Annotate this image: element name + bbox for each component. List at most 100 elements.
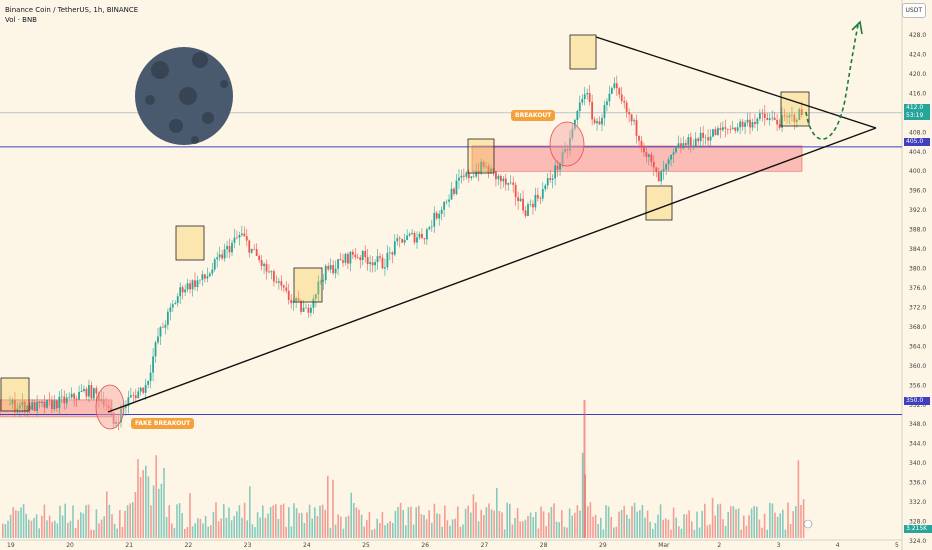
- candle-body: [223, 249, 226, 259]
- countdown-tag: 53:19: [904, 112, 930, 120]
- volume-bar: [402, 510, 404, 538]
- candle-body: [127, 397, 130, 407]
- volume-bar: [204, 515, 207, 538]
- candle-body: [243, 233, 246, 237]
- volume-bar: [199, 518, 202, 538]
- volume-bar: [321, 504, 324, 538]
- candle-body: [125, 406, 127, 408]
- candle-body: [527, 204, 529, 216]
- candle-body: [766, 118, 769, 121]
- volume-bar: [56, 523, 59, 538]
- candle-body: [327, 265, 330, 270]
- volume-bar: [106, 491, 108, 538]
- y-tick-label: 356.0: [909, 382, 926, 389]
- volume-bar: [537, 528, 540, 538]
- candle-body: [492, 168, 495, 172]
- candle-body: [707, 137, 709, 141]
- candle-body: [497, 175, 500, 180]
- volume-bar: [652, 529, 654, 538]
- candle-body: [78, 391, 80, 400]
- candle-body: [504, 178, 507, 185]
- volume-bar: [160, 483, 163, 538]
- candle-body: [391, 252, 394, 255]
- candle-body: [430, 226, 433, 228]
- volume-bar: [282, 503, 285, 538]
- volume-bar: [230, 520, 233, 538]
- volume-bar: [706, 525, 709, 538]
- y-tick-label: 400.0: [909, 168, 926, 175]
- volume-bar: [480, 509, 482, 538]
- volume-bar: [82, 513, 85, 538]
- volume-bar: [779, 513, 781, 538]
- candle-body: [310, 307, 312, 313]
- volume-bar: [246, 520, 248, 538]
- volume-bar: [85, 505, 87, 538]
- volume-bar: [548, 512, 550, 538]
- volume-bar: [756, 506, 758, 538]
- candle-body: [83, 388, 85, 391]
- y-tick-label: 336.0: [909, 480, 926, 487]
- candle-body: [754, 122, 756, 125]
- candle-body: [342, 260, 344, 263]
- volume-bar: [17, 510, 20, 538]
- candle-body: [536, 194, 539, 199]
- volume-bar: [787, 502, 789, 538]
- highlight-box: [293, 267, 323, 303]
- volume-bar: [212, 511, 215, 538]
- candle-body: [147, 380, 150, 385]
- volume-bar: [475, 502, 477, 538]
- candle-body: [620, 94, 623, 102]
- volume-bar: [558, 522, 560, 538]
- candle-body: [403, 239, 406, 243]
- volume-bar: [496, 488, 498, 538]
- candle-body: [684, 143, 687, 145]
- candle-body: [717, 128, 719, 136]
- y-tick-label: 344.0: [909, 441, 926, 448]
- volume-bar: [748, 515, 750, 538]
- volume-bar: [392, 522, 394, 538]
- fake-breakout-label: FAKE BREAKOUT: [131, 418, 195, 429]
- candle-body: [593, 119, 596, 124]
- volume-bar: [605, 505, 607, 538]
- volume-bar: [646, 510, 649, 538]
- candle-body: [781, 115, 783, 128]
- volume-bar: [194, 523, 196, 538]
- candle-body: [201, 274, 204, 280]
- candle-body: [554, 165, 557, 179]
- y-tick-label: 364.0: [909, 343, 926, 350]
- candle-body: [512, 182, 515, 185]
- candle-body: [361, 250, 364, 261]
- candle-body: [749, 119, 751, 128]
- candle-body: [647, 154, 650, 157]
- currency-button[interactable]: USDT: [901, 3, 926, 18]
- candle-body: [364, 250, 367, 258]
- volume-bar: [449, 525, 451, 538]
- candle-body: [411, 233, 413, 234]
- candle-body: [591, 101, 594, 120]
- candle-body: [509, 182, 512, 184]
- volume-bar: [774, 512, 776, 538]
- volume-bar: [353, 503, 355, 538]
- volume-bar: [139, 477, 142, 538]
- volume-bar: [95, 509, 98, 538]
- candle-body: [307, 307, 310, 313]
- volume-bar: [511, 524, 514, 538]
- candle-body: [541, 189, 544, 199]
- candle-body: [460, 175, 463, 178]
- volume-bar: [535, 511, 537, 538]
- candle-body: [270, 271, 273, 273]
- volume-bar: [501, 512, 503, 538]
- volume-bar: [724, 525, 727, 538]
- candle-body: [756, 118, 759, 125]
- candle-body: [438, 213, 441, 219]
- moon-crater: [169, 119, 183, 133]
- candle-body: [551, 178, 554, 180]
- volume-bar: [467, 505, 469, 538]
- candle-body: [275, 281, 278, 283]
- candle-body: [406, 235, 409, 240]
- volume-bar: [641, 504, 644, 538]
- candle-body: [458, 177, 460, 181]
- volume-bar: [155, 455, 157, 538]
- candle-body: [233, 237, 236, 243]
